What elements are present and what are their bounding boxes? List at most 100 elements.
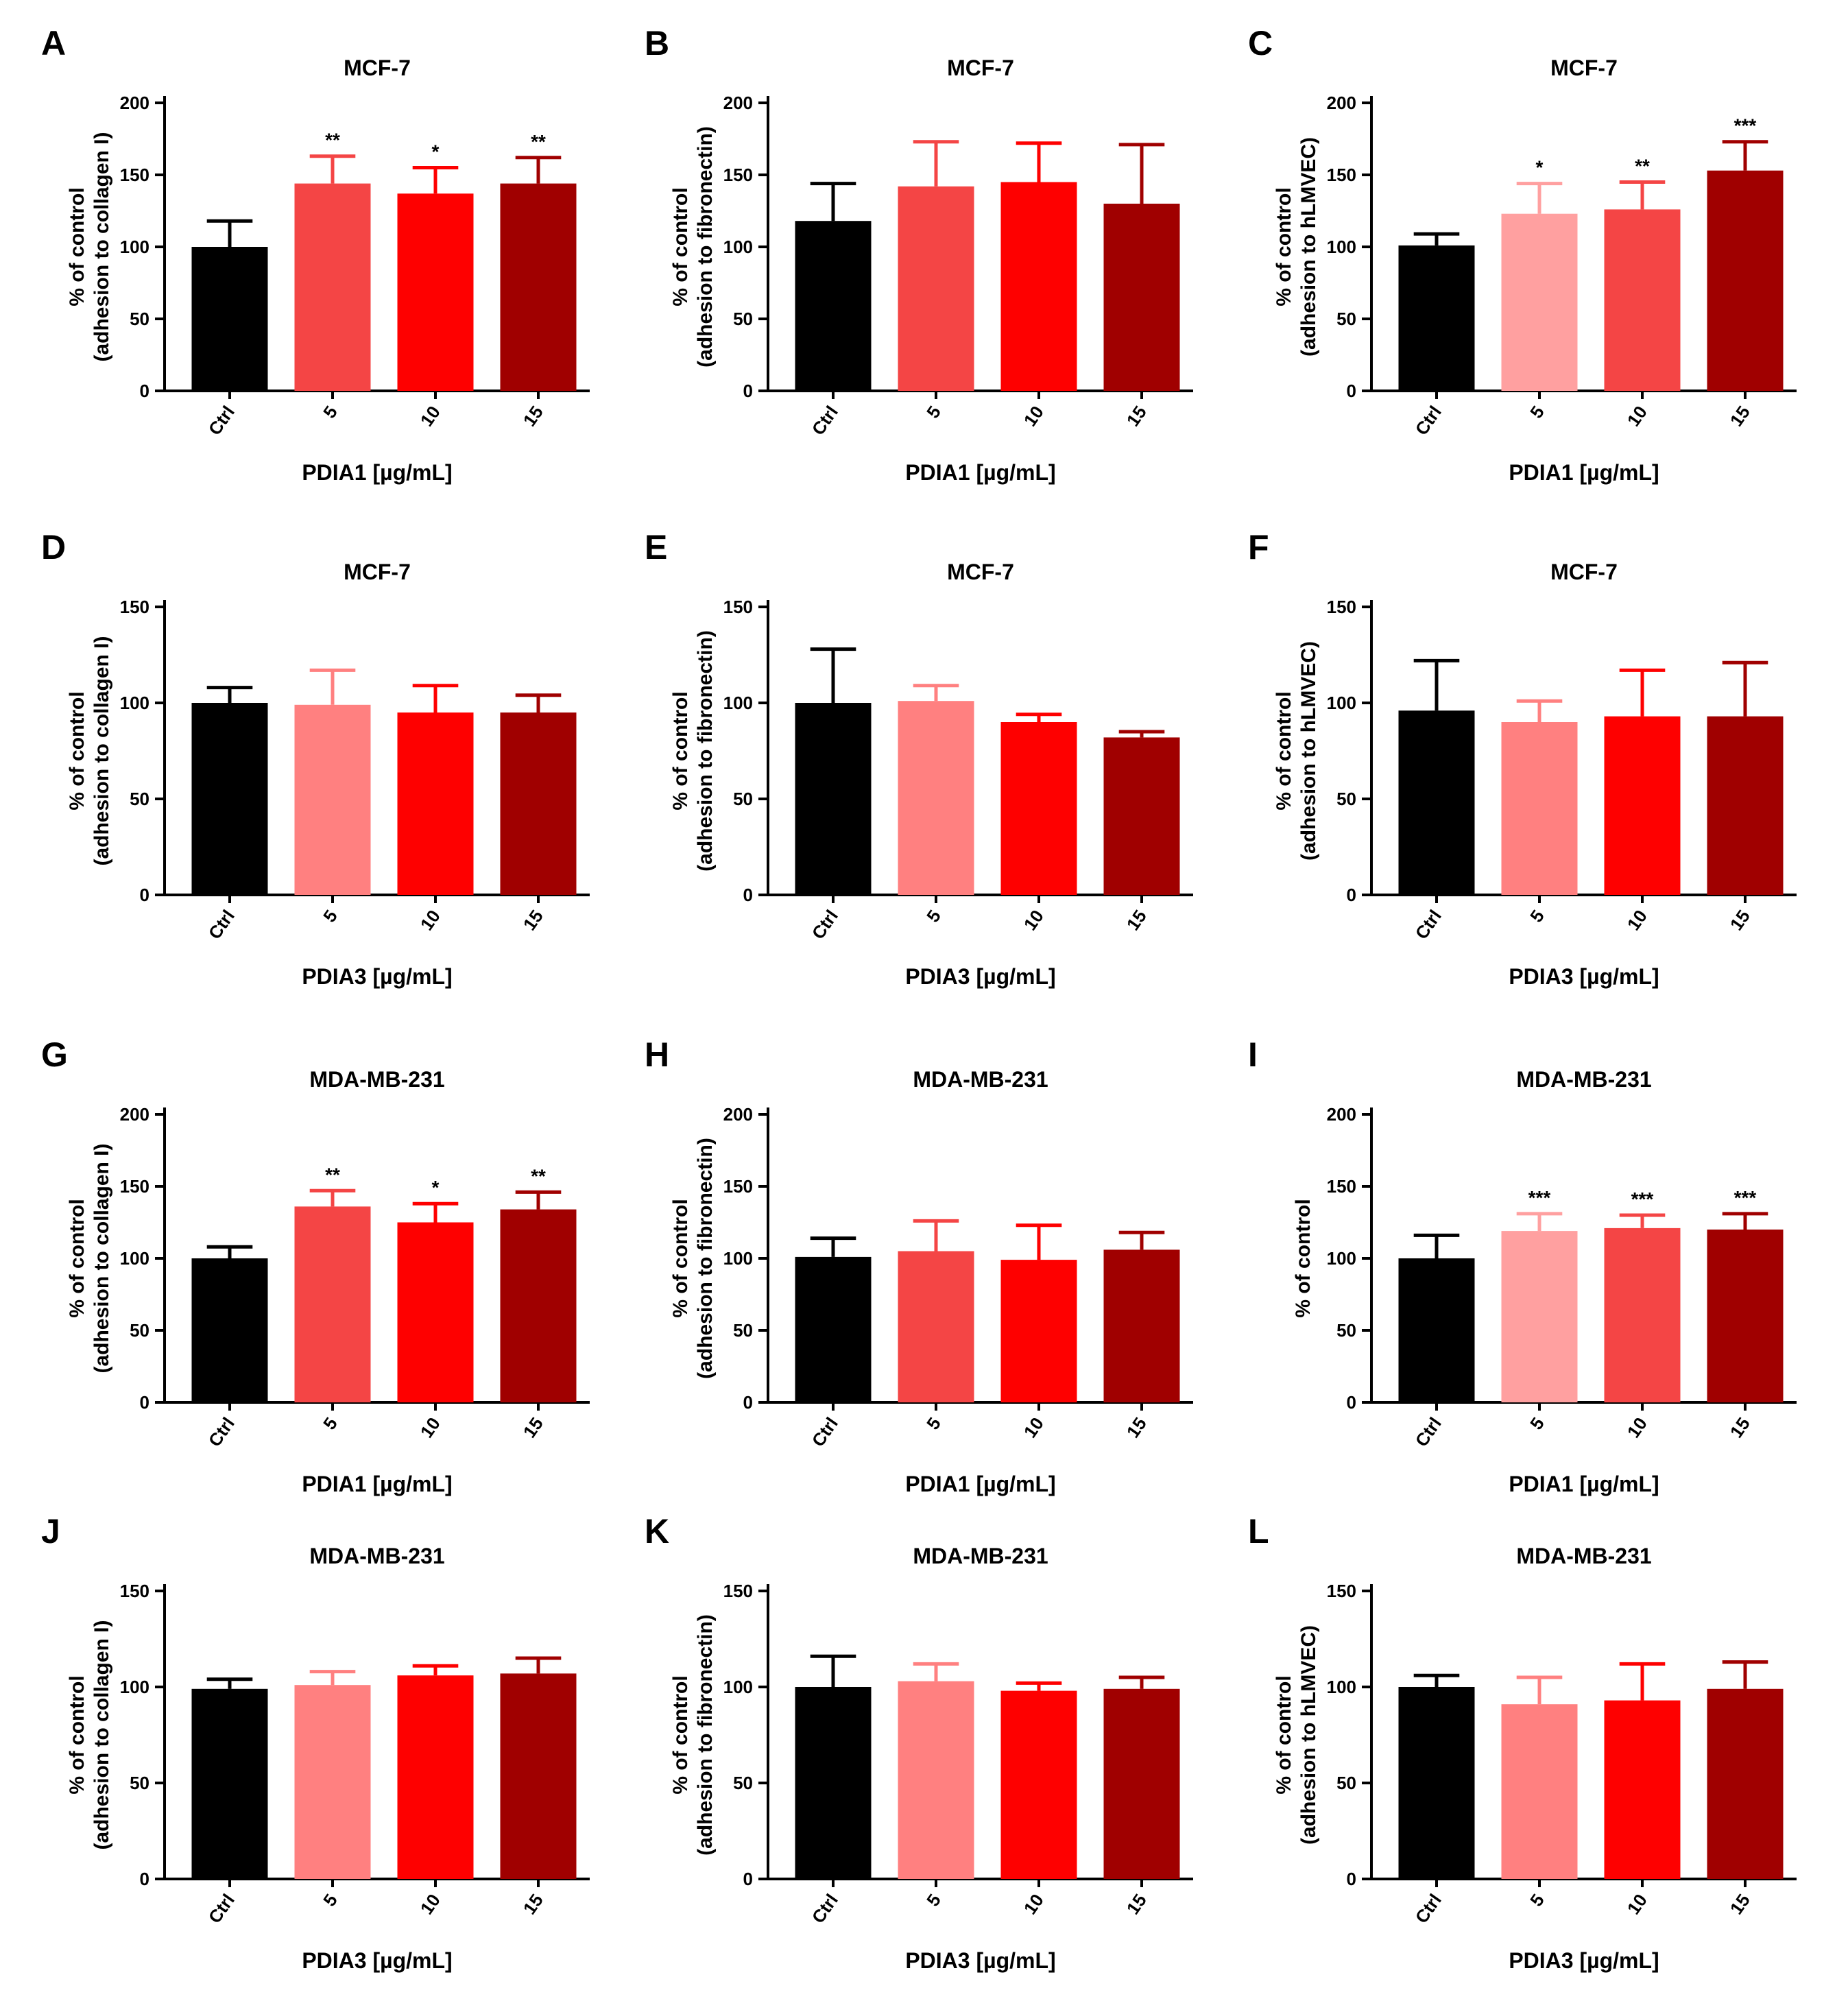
y-axis-label-line1: % of control [1273,187,1295,306]
y-tick-label: 150 [723,165,753,185]
bar-15 [1707,1688,1784,1879]
y-tick-label: 100 [1327,693,1356,713]
bar-15 [500,712,577,895]
y-tick-label: 50 [1336,309,1356,329]
y-tick-label: 150 [120,165,149,185]
y-axis-label-line1: % of control [1292,1199,1315,1317]
x-tick-label: 10 [1623,402,1651,430]
x-tick-label: 15 [519,1890,547,1918]
y-axis-label: % of control (adhesion to fibronectin) [669,1614,717,1856]
y-tick-label: 50 [733,789,753,809]
bar-15 [1103,204,1180,391]
y-axis-label: % of control (adhesion to fibronectin) [669,630,717,872]
y-axis-label-line2: (adhesion to hLMVEC) [1297,137,1320,357]
x-tick-label: Ctrl [204,1413,239,1450]
x-axis-label: PDIA3 [µg/mL] [302,1948,452,1973]
y-axis-label: % of control (adhesion to collagen I) [66,1143,113,1373]
significance-label: * [432,1177,440,1198]
y-tick-label: 0 [140,1869,149,1889]
y-tick-label: 100 [120,1248,149,1269]
x-tick-label: 5 [922,906,945,926]
x-tick-label: 5 [319,906,341,926]
chart-title: MCF-7 [1550,560,1618,584]
x-tick-label: 5 [319,1890,341,1910]
x-tick-label: Ctrl [1411,1413,1445,1450]
x-tick-label: 10 [1020,906,1048,934]
bar-10 [1000,722,1077,895]
panel-letter: G [41,1035,68,1074]
x-tick-label: 15 [1726,906,1754,934]
y-axis-label-line1: % of control [66,691,88,810]
x-axis-label: PDIA3 [µg/mL] [302,964,452,989]
panel-a: A MCF-7 % of control (adhesion to collagen … [27,21,631,514]
bar-ctrl [1398,245,1475,391]
y-axis-label: % of control [1292,1199,1315,1317]
chart-title: MDA-MB-231 [913,1067,1048,1092]
y-axis-label-line1: % of control [1273,691,1295,810]
y-tick-label: 0 [1347,381,1356,401]
y-tick-label: 100 [1327,1677,1356,1697]
bar-10 [1604,209,1681,391]
y-tick-label: 50 [733,309,753,329]
bar-ctrl [191,703,268,895]
x-tick-label: 10 [416,906,444,934]
chart-j: J MDA-MB-231 % of control (adhesion to coll… [41,1512,590,1973]
y-axis-label: % of control (adhesion to collagen I) [66,132,113,361]
chart-l: L MDA-MB-231 % of control (adhesion to hLMV… [1248,1512,1797,1973]
panel-l: L MDA-MB-231 % of control (adhesion to hLMV… [1234,1509,1838,2002]
chart-b: B MCF-7 % of control (adhesion to fibronect… [645,24,1193,485]
y-tick-label: 150 [1327,165,1356,185]
y-tick-label: 150 [120,1176,149,1197]
x-tick-label: 10 [1020,1413,1048,1441]
chart-h: H MDA-MB-231 % of control (adhesion to fibr… [645,1035,1193,1496]
significance-label: * [432,141,440,163]
significance-label: ** [325,1164,340,1185]
bar-15 [500,1673,577,1879]
x-tick-label: 5 [922,402,945,422]
panel-letter: F [1248,528,1269,566]
bar-10 [1000,1260,1077,1402]
chart-title: MDA-MB-231 [1516,1067,1651,1092]
y-tick-label: 0 [1347,885,1356,905]
x-tick-label: 10 [416,1413,444,1441]
y-tick-label: 150 [120,597,149,617]
y-tick-label: 0 [140,885,149,905]
panel-e: E MCF-7 % of control (adhesion to fibronect… [631,525,1234,1018]
panel-letter: J [41,1512,60,1550]
panel-f: F MCF-7 % of control (adhesion to hLMVEC) 0 5… [1234,525,1838,1018]
x-tick-label: 5 [922,1890,945,1910]
y-tick-label: 150 [1327,597,1356,617]
bar-15 [1707,716,1784,895]
panel-letter: C [1248,24,1273,62]
y-axis-label: % of control (adhesion to hLMVEC) [1273,1625,1320,1845]
significance-label: * [1536,157,1544,178]
y-axis-label-line1: % of control [66,1675,88,1794]
y-axis-label: % of control (adhesion to collagen I) [66,636,113,865]
x-tick-label: 15 [1123,402,1151,430]
y-axis-label-line2: (adhesion to collagen I) [91,636,113,865]
y-axis-label-line2: (adhesion to fibronectin) [694,1138,717,1379]
y-axis-label-line2: (adhesion to hLMVEC) [1297,1625,1320,1845]
panel-letter: B [645,24,669,62]
chart-k: K MDA-MB-231 % of control (adhesion to fibr… [645,1512,1193,1973]
y-axis-label-line2: (adhesion to collagen I) [91,1620,113,1849]
bar-5 [294,1206,371,1402]
x-tick-label: Ctrl [1411,402,1445,439]
x-tick-label: 15 [1123,906,1151,934]
panel-letter: E [645,528,667,566]
bar-15 [500,183,577,391]
chart-a: A MCF-7 % of control (adhesion to collagen … [41,24,590,485]
y-tick-label: 50 [130,789,149,809]
x-tick-label: Ctrl [204,1890,239,1927]
y-tick-label: 100 [120,693,149,713]
bar-5 [1501,722,1578,895]
y-axis-label-line2: (adhesion to fibronectin) [694,630,717,872]
x-axis-label: PDIA1 [µg/mL] [905,460,1055,485]
bar-15 [1103,737,1180,895]
y-axis-label: % of control (adhesion to fibronectin) [669,126,717,368]
bar-ctrl [795,1256,872,1402]
panel-c: C MCF-7 % of control (adhesion to hLMVEC) 0 5… [1234,21,1838,514]
x-axis-label: PDIA1 [µg/mL] [1509,1472,1659,1496]
x-tick-label: 5 [1526,906,1548,926]
y-tick-label: 0 [140,1392,149,1413]
